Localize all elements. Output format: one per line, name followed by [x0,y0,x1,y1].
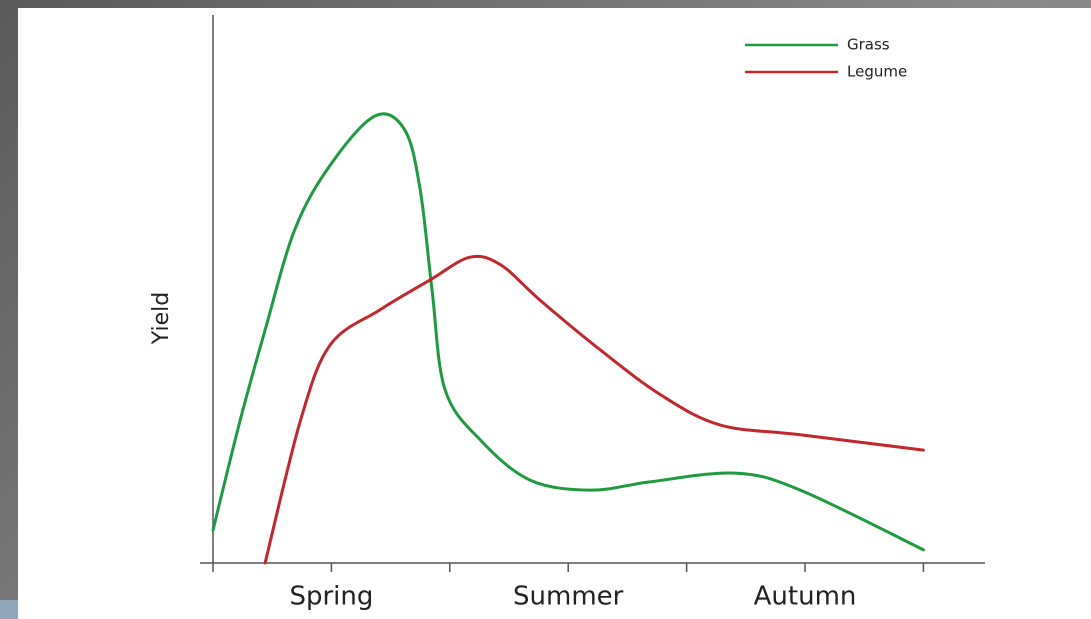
x-tick-label: Spring [289,582,373,612]
y-axis-label: Yield [149,292,174,345]
x-tick-label: Summer [513,582,624,612]
series-line [263,254,925,565]
corner [0,600,18,619]
legend-label: Legume [847,63,907,81]
legend-label: Grass [847,36,890,54]
series-line [211,112,925,552]
x-tick-label: Autumn [754,582,857,612]
